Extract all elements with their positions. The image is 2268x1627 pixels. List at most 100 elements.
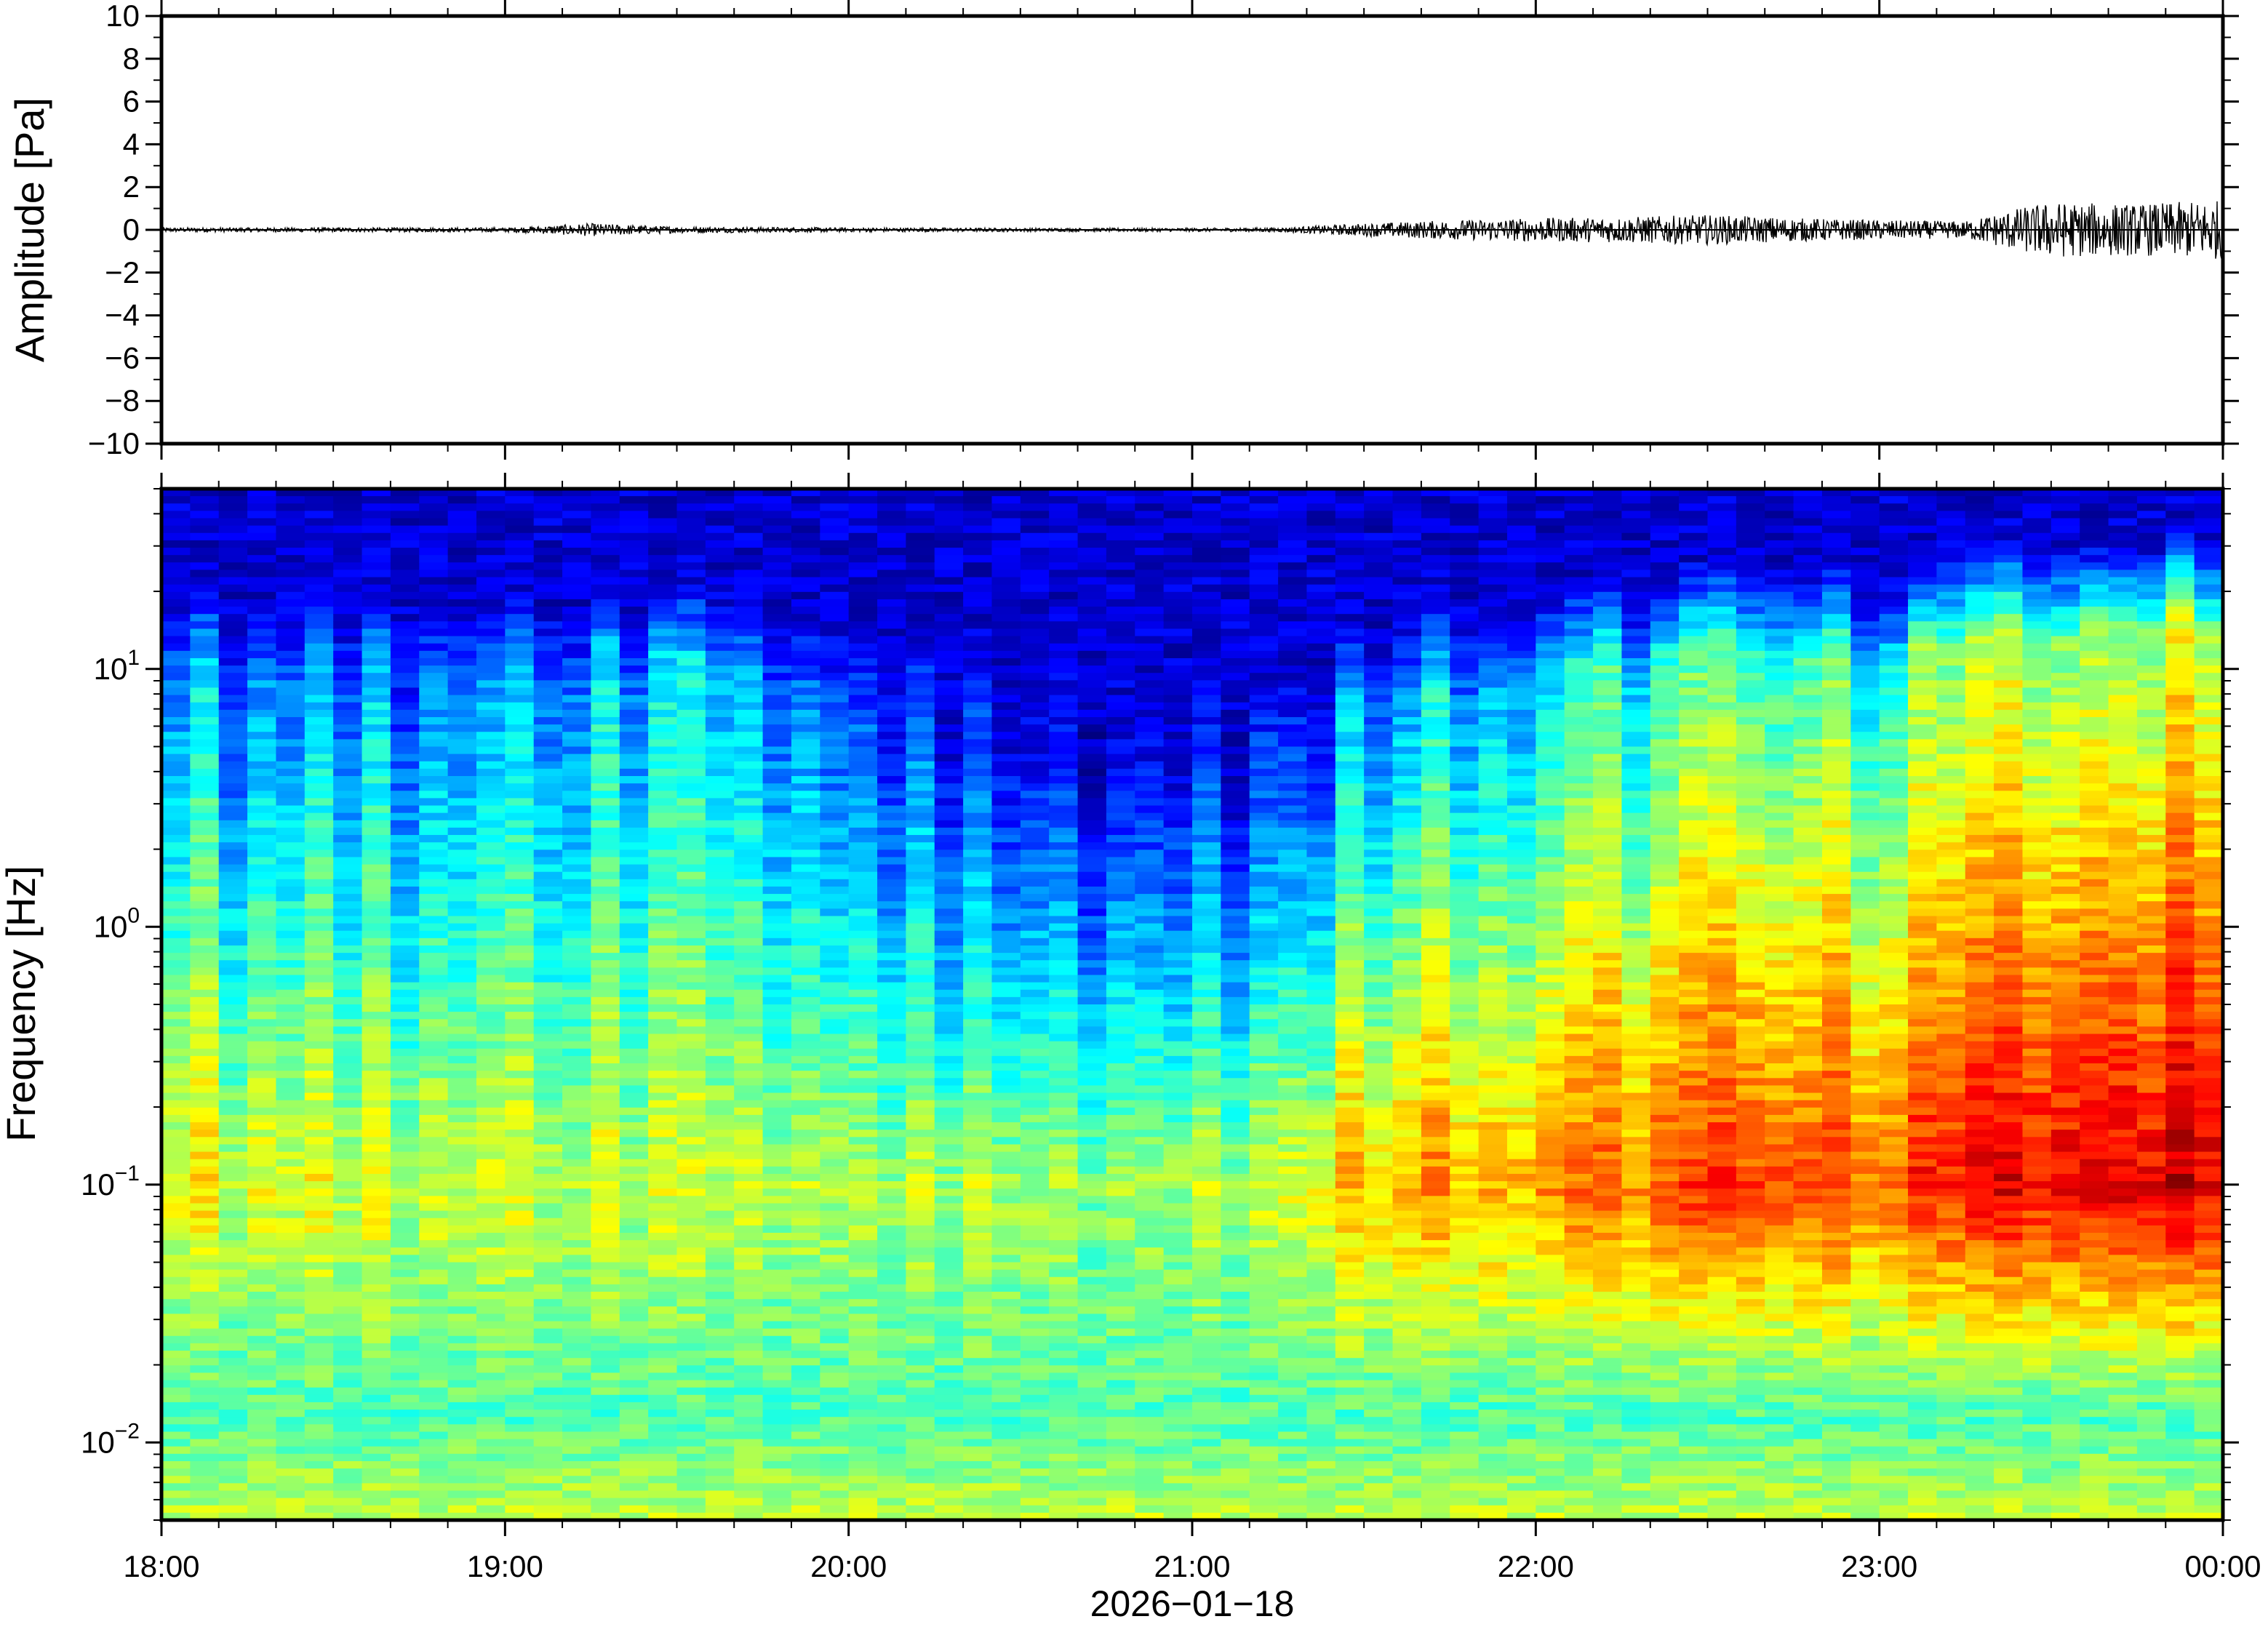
spectrogram-cell	[677, 599, 706, 607]
spectrogram-cell	[877, 526, 906, 534]
spectrogram-cell	[505, 960, 534, 968]
spectrogram-cell	[276, 1233, 305, 1241]
spectrogram-cell	[648, 710, 677, 718]
spectrogram-cell	[648, 1108, 677, 1116]
spectrogram-cell	[1106, 673, 1135, 681]
spectrogram-cell	[1049, 1196, 1078, 1204]
spectrogram-cell	[849, 967, 878, 975]
spectrogram-cell	[391, 983, 420, 991]
spectrogram-cell	[648, 548, 677, 556]
spectrogram-cell	[362, 621, 391, 629]
spectrogram-cell	[362, 1447, 391, 1455]
spectrogram-cell	[190, 1277, 219, 1285]
spectrogram-cell	[476, 1152, 506, 1160]
spectrogram-cell	[562, 828, 591, 836]
spectrogram-cell	[219, 769, 248, 777]
spectrogram-cell	[877, 1174, 906, 1182]
spectrogram-cell	[791, 1071, 820, 1079]
spectrogram-cell	[247, 1034, 276, 1042]
spectrogram-cell	[935, 975, 964, 983]
spectrogram-cell	[161, 1034, 191, 1042]
spectrogram-cell	[305, 967, 334, 975]
spectrogram-cell	[219, 496, 248, 504]
spectrogram-cell	[791, 1417, 820, 1425]
spectrogram-cell	[820, 636, 849, 644]
spectrogram-cell	[991, 1108, 1021, 1116]
spectrogram-cell	[591, 828, 620, 836]
spectrogram-cell	[1021, 732, 1050, 740]
spectrogram-cell	[247, 1490, 276, 1498]
spectrogram-cell	[763, 865, 792, 873]
spectrogram-cell	[877, 1063, 906, 1071]
spectrogram-cell	[906, 1483, 935, 1491]
spectrogram-cell	[706, 673, 735, 681]
spectrogram-cell	[591, 761, 620, 769]
spectrogram-cell	[448, 585, 477, 593]
spectrogram-cell	[849, 1270, 878, 1278]
spectrogram-cell	[1106, 791, 1135, 799]
spectrogram-cell	[648, 990, 677, 998]
spectrogram-cell	[190, 1490, 219, 1498]
spectrogram-cell	[677, 1130, 706, 1138]
spectrogram-cell	[247, 1506, 276, 1514]
spectrogram-cell	[935, 526, 964, 534]
spectrogram-cell	[362, 1439, 391, 1447]
spectrogram-cell	[505, 665, 534, 673]
spectrogram-cell	[276, 687, 305, 695]
spectrogram-cell	[247, 1144, 276, 1152]
spectrogram-cell	[706, 1115, 735, 1123]
spectrogram-cell	[1106, 850, 1135, 858]
spectrogram-cell	[706, 1410, 735, 1418]
spectrogram-cell	[476, 916, 506, 924]
spectrogram-cell	[448, 1122, 477, 1130]
spectrogram-cell	[305, 1247, 334, 1255]
spectrogram-cell	[648, 1144, 677, 1152]
spectrogram-cell	[333, 1431, 362, 1439]
spectrogram-cell	[1021, 739, 1050, 747]
spectrogram-cell	[1106, 887, 1135, 895]
spectrogram-cell	[763, 519, 792, 527]
spectrogram-cell	[591, 614, 620, 622]
spectrogram-cell	[362, 901, 391, 909]
spectrogram-cell	[1078, 806, 1107, 814]
spectrogram-cell	[247, 519, 276, 527]
spectrogram-cell	[677, 953, 706, 961]
spectrogram-cell	[763, 879, 792, 887]
spectrogram-cell	[333, 1343, 362, 1351]
spectrogram-cell	[534, 1026, 563, 1034]
spectrogram-cell	[648, 879, 677, 887]
spectrogram-cell	[562, 665, 591, 673]
spectrogram-cell	[505, 967, 534, 975]
spectrogram-cell	[1049, 607, 1078, 615]
spectrogram-cell	[991, 1056, 1021, 1064]
spectrogram-cell	[305, 496, 334, 504]
spectrogram-cell	[706, 1056, 735, 1064]
spectrogram-cell	[362, 511, 391, 519]
spectrogram-cell	[1021, 1506, 1050, 1514]
spectrogram-cell	[391, 1439, 420, 1447]
spectrogram-cell	[419, 887, 448, 895]
spectrogram-cell	[1078, 997, 1107, 1005]
spectrogram-cell	[877, 1476, 906, 1484]
spectrogram-cell	[161, 1314, 191, 1322]
spectrogram-cell	[305, 1218, 334, 1226]
spectrogram-cell	[305, 1152, 334, 1160]
spectrogram-cell	[534, 1343, 563, 1351]
spectrogram-cell	[476, 1468, 506, 1476]
spectrogram-cell	[706, 872, 735, 880]
spectrogram-cell	[734, 1365, 763, 1373]
spectrogram-cell	[791, 1270, 820, 1278]
spectrogram-cell	[276, 1365, 305, 1373]
spectrogram-cell	[1049, 526, 1078, 534]
spectrogram-cell	[419, 1167, 448, 1175]
spectrogram-cell	[677, 1122, 706, 1130]
spectrogram-cell	[820, 1410, 849, 1418]
spectrogram-cell	[963, 1424, 992, 1432]
spectrogram-cell	[1078, 1188, 1107, 1196]
spectrogram-cell	[677, 1152, 706, 1160]
spectrogram-cell	[620, 1329, 649, 1337]
spectrogram-cell	[935, 1247, 964, 1255]
spectrogram-cell	[991, 1196, 1021, 1204]
spectrogram-cell	[1021, 562, 1050, 570]
spectrogram-cell	[706, 695, 735, 703]
